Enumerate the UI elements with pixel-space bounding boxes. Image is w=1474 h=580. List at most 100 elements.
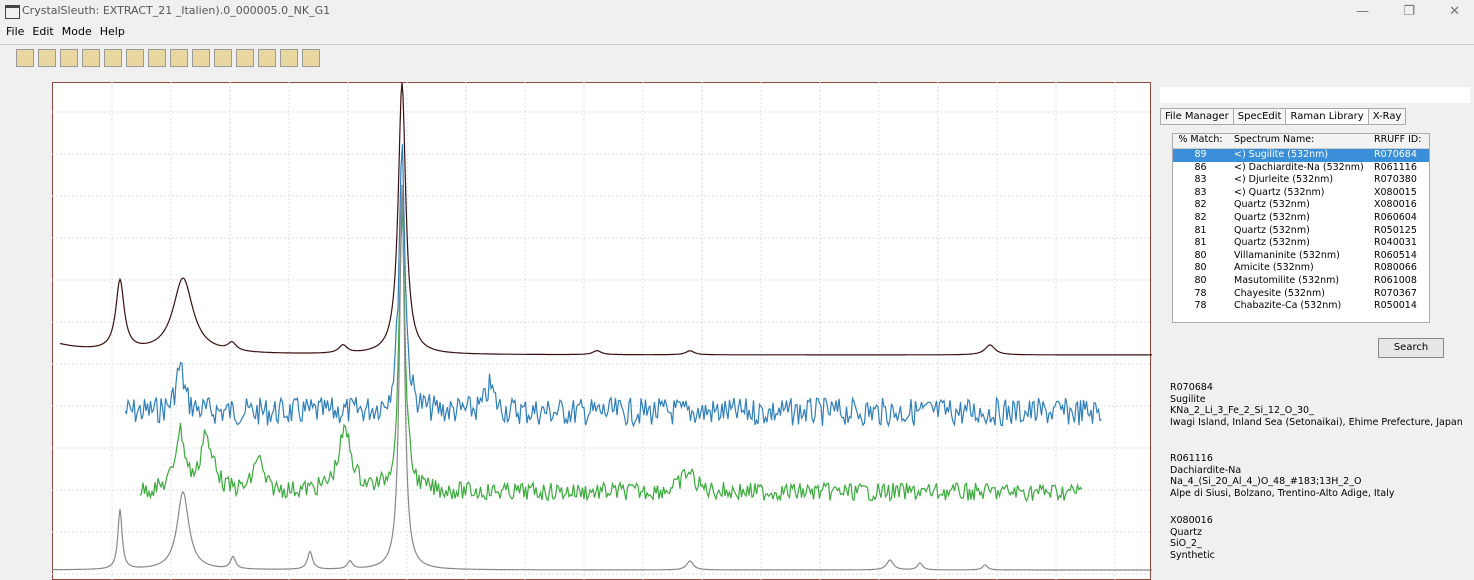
info-line: Quartz: [1170, 526, 1202, 538]
spectrum-line: [124, 144, 1102, 428]
info-line: Sugilite: [1170, 393, 1206, 405]
window-title: CrystalSleuth: EXTRACT_21 _Italien).0_00…: [22, 4, 331, 17]
toolbar-button[interactable]: [214, 49, 232, 67]
table-row[interactable]: 89 <) Sugilite (532nm) R070684: [1173, 149, 1429, 162]
table-cell: R070380: [1374, 174, 1417, 186]
maximize[interactable]: ❐: [1403, 4, 1415, 19]
close[interactable]: ✕: [1449, 4, 1460, 19]
table-cell: R050014: [1374, 300, 1417, 312]
table-cell: 83: [1194, 174, 1207, 186]
table-cell: Villamaninite (532nm): [1234, 249, 1340, 261]
toolbar-button[interactable]: [170, 49, 188, 67]
table-row[interactable]: 80 Masutomilite (532nm) R061008: [1173, 275, 1429, 288]
info-line: R061116: [1170, 453, 1213, 464]
table-cell: 82: [1194, 199, 1207, 211]
table-cell: 83: [1194, 186, 1207, 198]
table-cell: R080066: [1374, 262, 1417, 274]
table-cell: 78: [1194, 287, 1207, 299]
input-box[interactable]: [1160, 87, 1470, 103]
spectrum-line: [59, 82, 1152, 356]
table-cell: R040031: [1374, 237, 1417, 249]
table-cell: R070367: [1374, 287, 1417, 299]
info-line: KNa_2_Li_3_Fe_2_Si_12_O_30_: [1170, 405, 1314, 416]
table-cell: 86: [1194, 161, 1207, 173]
tab[interactable]: X-Ray: [1367, 108, 1407, 125]
table-cell: 82: [1194, 211, 1207, 223]
spectrum-line: [139, 207, 1083, 503]
table-cell: 80: [1194, 262, 1207, 274]
table-row[interactable]: 81 Quartz (532nm) R040031: [1173, 237, 1429, 250]
menu-item[interactable]: Help: [99, 25, 125, 38]
table-cell: Quartz (532nm): [1234, 224, 1310, 236]
toolbar-button[interactable]: [192, 49, 210, 67]
table-row[interactable]: 83 <) Djurleite (532nm) R070380: [1173, 174, 1429, 187]
table-cell: 80: [1194, 274, 1207, 286]
toolbar-button[interactable]: [16, 49, 34, 67]
table-cell: Quartz (532nm): [1234, 211, 1310, 223]
info-line: Na_4_(Si_20_Al_4_)O_48_#183;13H_2_O: [1170, 476, 1362, 487]
menu-item[interactable]: File: [6, 25, 25, 38]
table-cell: Masutomilite (532nm): [1234, 274, 1340, 286]
toolbar-button[interactable]: [258, 49, 276, 67]
tab[interactable]: SpecEdit: [1232, 108, 1287, 125]
table-cell: Quartz (532nm): [1234, 237, 1310, 249]
table-header: % Match: Spectrum Name: RRUFF ID:: [1173, 134, 1429, 149]
table-cell: <) Sugilite (532nm): [1234, 149, 1329, 160]
results-table: % Match: Spectrum Name: RRUFF ID: 89 <) Sugi…: [1172, 133, 1430, 323]
info-line: Alpe di Siusi, Bolzano, Trentino-Alto Ad…: [1170, 487, 1395, 499]
table-row[interactable]: 82 Quartz (532nm) X080016: [1173, 199, 1429, 212]
toolbar-button[interactable]: [148, 49, 166, 67]
minimize[interactable]: —: [1356, 4, 1370, 19]
table-row[interactable]: 83 <) Quartz (532nm) X080015: [1173, 187, 1429, 200]
table-row[interactable]: 78 Chayesite (532nm) R070367: [1173, 288, 1429, 301]
table-row[interactable]: 82 Quartz (532nm) R060604: [1173, 212, 1429, 225]
toolbar-button[interactable]: [236, 49, 254, 67]
column-header: RRUFF ID:: [1374, 134, 1422, 145]
table-cell: R060604: [1374, 211, 1417, 223]
info-line: X080016: [1170, 515, 1213, 526]
toolbar-button[interactable]: [82, 49, 100, 67]
search-button[interactable]: Search: [1378, 338, 1444, 358]
table-row[interactable]: 80 Villamaninite (532nm) R060514: [1173, 250, 1429, 263]
table-row[interactable]: 86 <) Dachiardite-Na (532nm) R061116: [1173, 162, 1429, 175]
table-row[interactable]: 78 Chabazite-Ca (532nm) R050014: [1173, 300, 1429, 313]
table-cell: 78: [1194, 300, 1207, 312]
app-icon: [5, 5, 20, 19]
toolbar-button[interactable]: [126, 49, 144, 67]
toolbar-button[interactable]: [280, 49, 298, 67]
toolbar: [16, 49, 326, 69]
toolbar-button[interactable]: [60, 49, 78, 67]
table-row[interactable]: 80 Amicite (532nm) R080066: [1173, 262, 1429, 275]
table-cell: <) Dachiardite-Na (532nm): [1234, 161, 1364, 173]
table-cell: <) Djurleite (532nm): [1234, 174, 1334, 186]
info-line: Iwagi Island, Inland Sea (Setonaikai), E…: [1170, 416, 1463, 428]
toolbar-button[interactable]: [104, 49, 122, 67]
table-cell: R070684: [1374, 149, 1417, 160]
table-cell: 81: [1194, 224, 1207, 236]
plot-frame: [52, 82, 1151, 580]
table-cell: Amicite (532nm): [1234, 262, 1314, 274]
info-block: R070684 Sugilite KNa_2_Li_3_Fe_2_Si_12_O_3…: [1170, 382, 1463, 428]
table-cell: X080015: [1374, 186, 1417, 198]
table-cell: Chabazite-Ca (532nm): [1234, 300, 1342, 312]
menu-item[interactable]: Edit: [32, 25, 54, 38]
tab[interactable]: File Manager: [1160, 108, 1234, 125]
table-row[interactable]: 81 Quartz (532nm) R050125: [1173, 225, 1429, 238]
toolbar-button[interactable]: [38, 49, 56, 67]
info-line: Dachiardite-Na: [1170, 464, 1242, 476]
table-cell: R061008: [1374, 274, 1417, 286]
menu-item[interactable]: Mode: [61, 25, 92, 38]
toolbar-button[interactable]: [302, 49, 320, 67]
tab[interactable]: Raman Library: [1285, 108, 1369, 125]
spectrum-line: [52, 184, 1152, 571]
table-cell: 89: [1194, 149, 1207, 160]
table-cell: R050125: [1374, 224, 1417, 236]
table-cell: Chayesite (532nm): [1234, 287, 1325, 299]
menu-bar: File Edit Mode Help: [6, 25, 133, 38]
column-header: Spectrum Name:: [1234, 134, 1315, 145]
spectrum-plot: 13027041055069083097011101250: [52, 82, 1152, 580]
tab-strip: File Manager SpecEdit Raman Library X-Ray: [1160, 108, 1407, 125]
window-controls: — ❐ ✕: [1356, 4, 1460, 19]
info-line: R070684: [1170, 382, 1213, 393]
